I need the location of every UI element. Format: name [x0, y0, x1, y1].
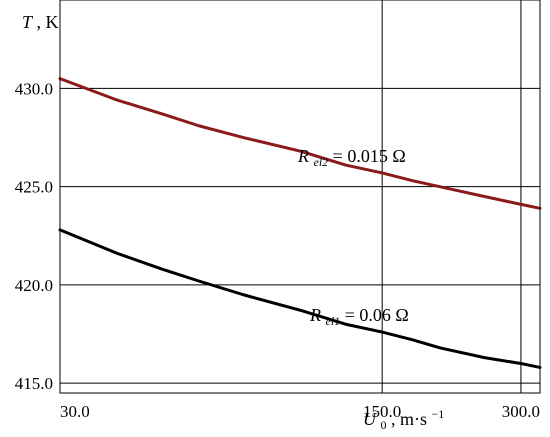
- x-axis-label-main: U: [363, 409, 377, 429]
- series-label-rel1-value: = 0.06 Ω: [345, 305, 409, 325]
- data-series: [58, 77, 542, 369]
- y-tick-label: 415.0: [15, 374, 53, 393]
- y-axis-label-unit: , K: [37, 12, 59, 32]
- series-label-rel2-main: R: [297, 146, 309, 166]
- y-tick-label: 425.0: [15, 178, 53, 197]
- series-label-rel2: R el2 = 0.015 Ω: [297, 146, 406, 170]
- x-tick-label: 30.0: [60, 402, 90, 421]
- x-tick-label: 150.0: [363, 402, 401, 421]
- series-line-rel1: [58, 228, 542, 369]
- grid-lines: [59, 0, 540, 393]
- y-axis-label: T , K: [22, 12, 59, 32]
- x-axis-label-sub: 0: [381, 418, 387, 432]
- series-label-rel1-sub: el1: [326, 314, 341, 328]
- y-tick-label: 430.0: [15, 79, 53, 98]
- series-line-rel2: [58, 77, 542, 210]
- x-axis-label: U 0 , m·s −1: [363, 407, 444, 433]
- x-axis-label-sup: −1: [432, 407, 445, 421]
- plot-area-border: [59, 0, 541, 394]
- x-tick-label: 300.0: [502, 402, 540, 421]
- series-label-rel2-sub: el2: [314, 155, 329, 169]
- series-label-rel1-main: R: [309, 305, 321, 325]
- x-axis-label-unit: , m·s: [391, 409, 427, 429]
- series-label-rel1: R el1 = 0.06 Ω: [309, 305, 409, 329]
- axis-tick-labels: 30.0 150.0 300.0 415.0 420.0 425.0 430.0: [15, 79, 540, 421]
- y-axis-label-main: T: [22, 12, 34, 32]
- series-label-rel2-value: = 0.015 Ω: [333, 146, 406, 166]
- y-tick-label: 420.0: [15, 276, 53, 295]
